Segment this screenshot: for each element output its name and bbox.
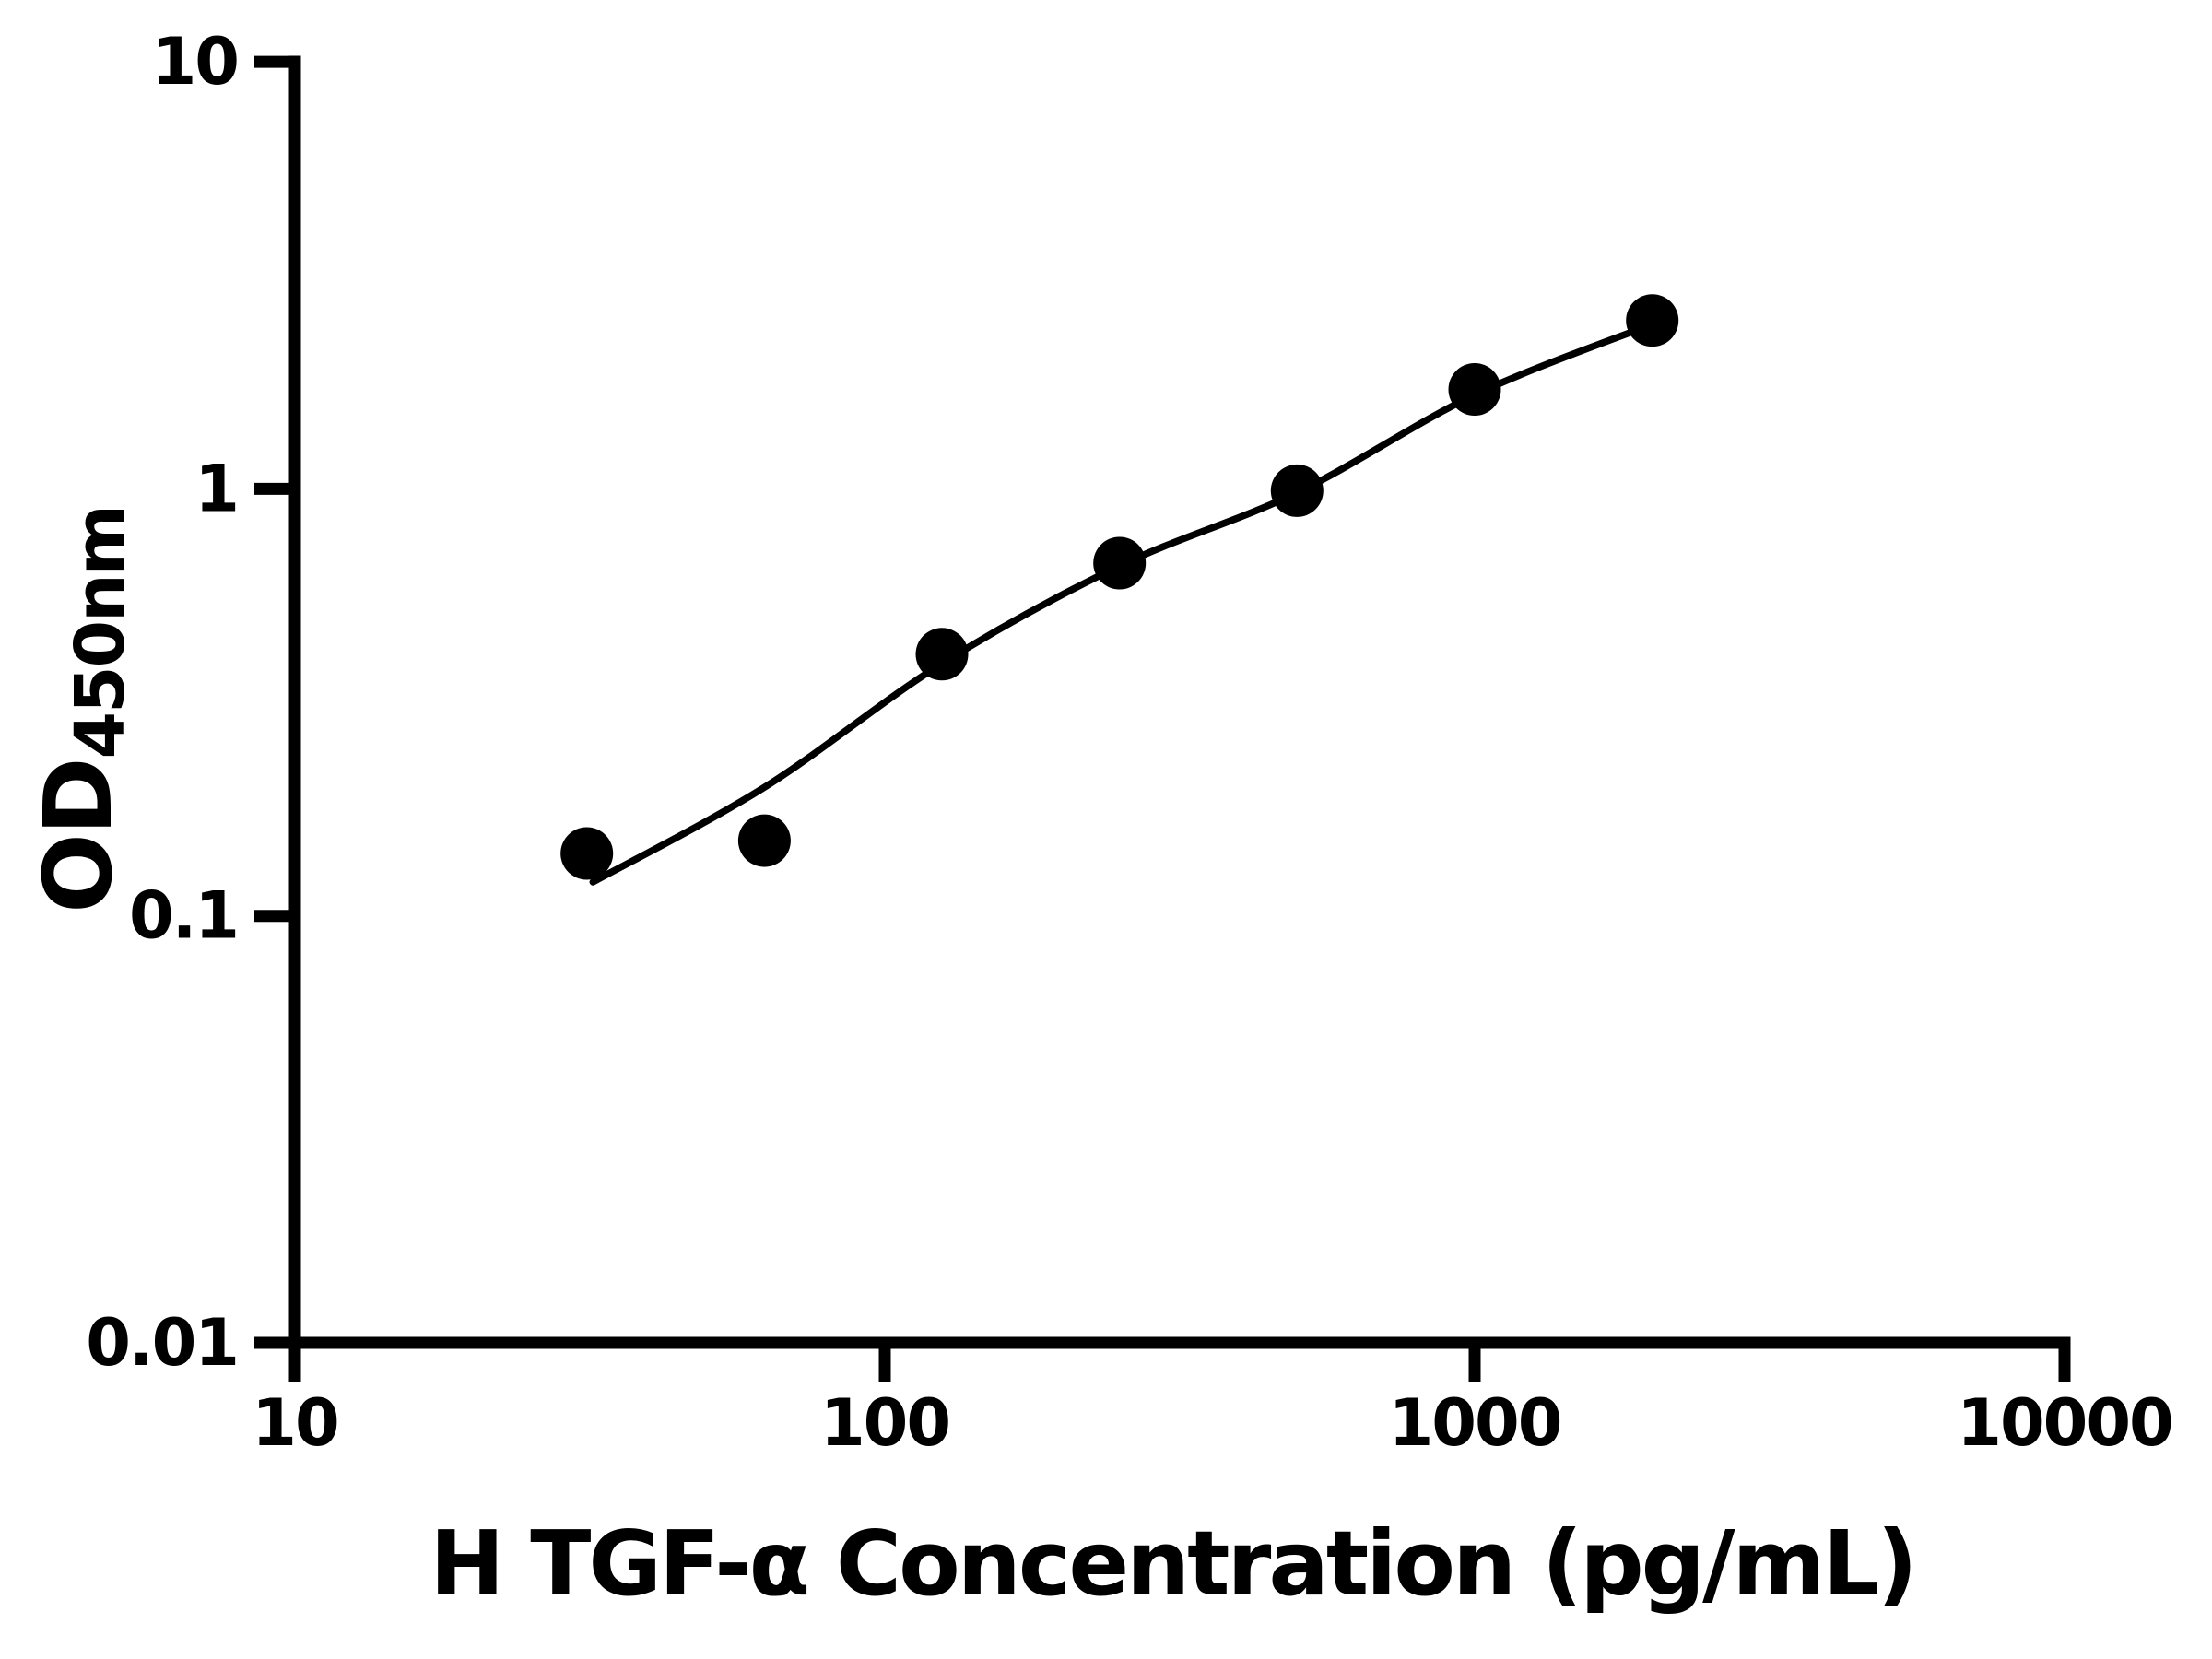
y-tick-label: 0.1 xyxy=(129,878,238,954)
x-tick-label: 10 xyxy=(252,1385,337,1461)
data-point-marker xyxy=(1626,294,1679,347)
y-axis-title-subscript: 450nm xyxy=(61,506,140,759)
data-point-marker xyxy=(1270,464,1324,517)
x-axis-title: H TGF-α Concentration (pg/mL) xyxy=(429,1512,1915,1616)
x-tick-label: 10000 xyxy=(1957,1385,2172,1461)
data-point-marker xyxy=(1093,536,1147,590)
data-point-marker xyxy=(1448,363,1501,416)
y-tick-label: 10 xyxy=(152,24,238,100)
x-tick-label: 1000 xyxy=(1389,1385,1561,1461)
data-points xyxy=(560,294,1679,880)
y-axis-title: OD450nm xyxy=(24,506,140,913)
x-tick-label: 100 xyxy=(820,1385,949,1461)
data-point-marker xyxy=(560,827,614,880)
x-axis-ticks: 10 100 1000 10000 xyxy=(252,1343,2174,1461)
y-tick-label: 0.01 xyxy=(86,1305,238,1381)
y-axis-ticks: 0.01 0.1 1 10 xyxy=(86,24,295,1381)
data-point-marker xyxy=(737,814,791,867)
y-tick-label: 1 xyxy=(194,451,238,526)
y-axis-title-main: OD xyxy=(24,759,134,912)
data-point-marker xyxy=(915,628,969,681)
